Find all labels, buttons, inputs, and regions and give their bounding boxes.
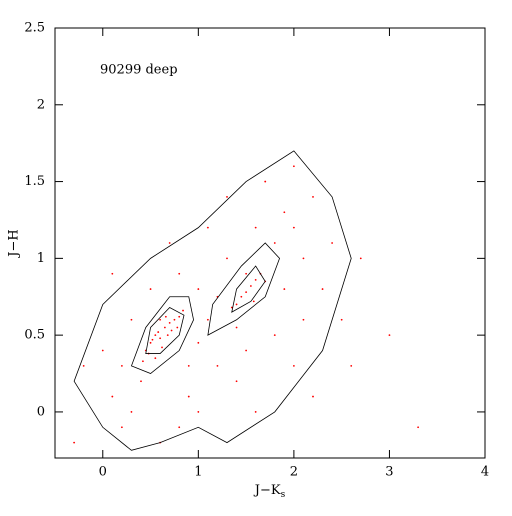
- point: [159, 318, 162, 321]
- point: [292, 226, 295, 229]
- point: [187, 364, 190, 367]
- plot-frame: [54, 27, 486, 459]
- point: [163, 326, 166, 329]
- point: [187, 395, 190, 398]
- point: [359, 257, 362, 260]
- point: [254, 226, 257, 229]
- point: [170, 329, 173, 332]
- point: [154, 334, 157, 337]
- point: [249, 285, 252, 287]
- point: [254, 411, 257, 413]
- point: [130, 411, 133, 413]
- point: [140, 380, 142, 383]
- y-tick-label: 1: [37, 251, 45, 266]
- point: [82, 364, 85, 367]
- point: [264, 180, 267, 183]
- point: [111, 272, 114, 275]
- point: [245, 349, 248, 352]
- point: [312, 196, 314, 198]
- point: [197, 341, 200, 344]
- point: [159, 337, 162, 340]
- point: [120, 364, 123, 367]
- point: [226, 196, 228, 198]
- point: [417, 426, 420, 429]
- point: [173, 318, 176, 321]
- point: [388, 334, 391, 337]
- point: [321, 288, 324, 290]
- point: [206, 226, 209, 229]
- point: [235, 326, 238, 329]
- point: [302, 257, 305, 260]
- point: [197, 288, 200, 290]
- point: [73, 441, 76, 444]
- point: [292, 364, 295, 367]
- x-tick-label: 0: [99, 465, 107, 480]
- x-label-subscript: s: [281, 490, 286, 500]
- point: [206, 318, 209, 321]
- point: [235, 380, 238, 383]
- contour: [130, 296, 194, 374]
- annotation: 90299 deep: [100, 63, 178, 78]
- point: [142, 360, 144, 363]
- point: [164, 315, 167, 318]
- point: [111, 395, 114, 398]
- contour: [231, 265, 266, 313]
- point: [283, 288, 286, 290]
- y-tick-label: 0.5: [24, 328, 45, 343]
- point: [340, 318, 343, 321]
- point: [273, 334, 276, 337]
- point: [178, 272, 181, 275]
- point: [216, 364, 219, 367]
- point: [178, 426, 181, 429]
- x-tick-label: 3: [385, 465, 393, 480]
- point: [331, 242, 334, 244]
- point: [283, 211, 286, 214]
- point: [149, 341, 152, 344]
- x-tick-label: 4: [481, 465, 489, 480]
- y-tick-label: 2.5: [24, 21, 45, 36]
- point: [161, 346, 163, 349]
- point: [168, 321, 171, 324]
- point: [302, 318, 305, 321]
- x-tick-label: 1: [194, 465, 202, 480]
- x-label-main: J−K: [253, 483, 281, 498]
- point: [245, 272, 248, 275]
- contour: [207, 242, 281, 336]
- point: [168, 242, 171, 244]
- point: [292, 165, 295, 168]
- point: [273, 242, 276, 244]
- point: [157, 331, 160, 333]
- point: [120, 426, 123, 429]
- point: [252, 300, 255, 303]
- point: [182, 309, 184, 312]
- point: [101, 349, 104, 352]
- point: [176, 326, 179, 329]
- point: [166, 334, 169, 337]
- point: [154, 357, 157, 360]
- point: [197, 411, 200, 413]
- y-tick-label: 2: [37, 97, 45, 112]
- point: [350, 364, 353, 367]
- point: [254, 278, 257, 281]
- contour: [73, 150, 352, 451]
- point: [130, 318, 133, 321]
- point: [235, 303, 238, 306]
- point: [178, 315, 181, 318]
- point: [151, 338, 154, 341]
- contour: [145, 307, 185, 354]
- y-tick-label: 0: [37, 404, 45, 419]
- point: [240, 295, 243, 298]
- point: [245, 291, 248, 294]
- point: [226, 257, 228, 260]
- x-tick-label: 2: [290, 465, 298, 480]
- point: [230, 306, 233, 309]
- point: [149, 288, 152, 290]
- y-axis-label: J−H: [7, 229, 22, 258]
- x-axis-label: J−Ks: [253, 483, 286, 500]
- y-tick-label: 1.5: [24, 174, 45, 189]
- point: [312, 395, 314, 398]
